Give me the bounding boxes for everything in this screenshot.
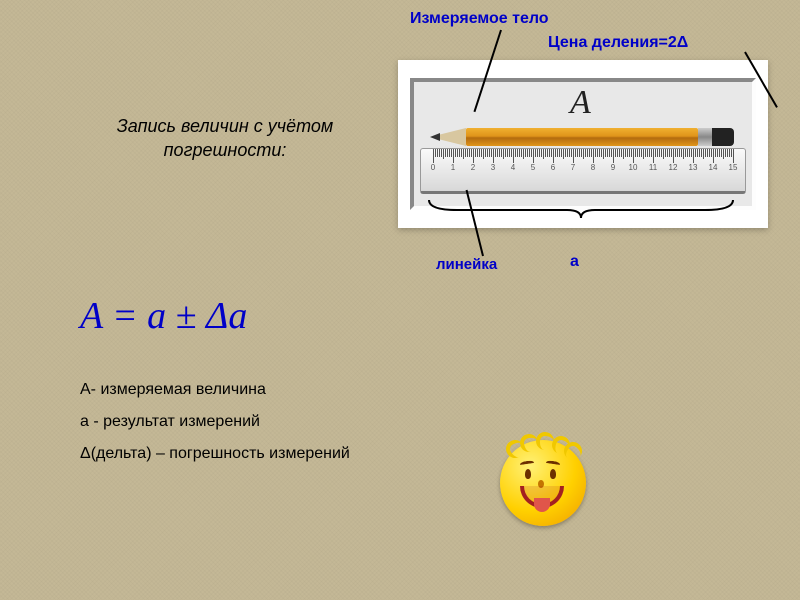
smiley-icon: [500, 440, 586, 526]
ruler-icon: 0123456789101112131415: [420, 148, 746, 194]
legend-line-1: А- измеряемая величина: [80, 374, 350, 406]
legend-line-2: а - результат измерений: [80, 406, 350, 438]
heading-text: Запись величин с учётом погрешности:: [90, 114, 360, 163]
illustration-frame: A 0123456789101112131415: [410, 78, 756, 210]
label-measured-body: Измеряемое тело: [410, 10, 549, 28]
label-a: а: [570, 253, 579, 271]
label-division-price: Цена деления=2Δ: [548, 34, 688, 52]
formula: A = a ± Δa: [80, 294, 247, 338]
pencil-icon: [430, 128, 734, 146]
brace-icon: [427, 198, 735, 220]
legend-block: А- измеряемая величина а - результат изм…: [80, 374, 350, 470]
legend-line-3: Δ(дельта) – погрешность измерений: [80, 438, 350, 470]
illustration-big-a: A: [570, 84, 591, 122]
label-ruler: линейка: [436, 256, 497, 273]
